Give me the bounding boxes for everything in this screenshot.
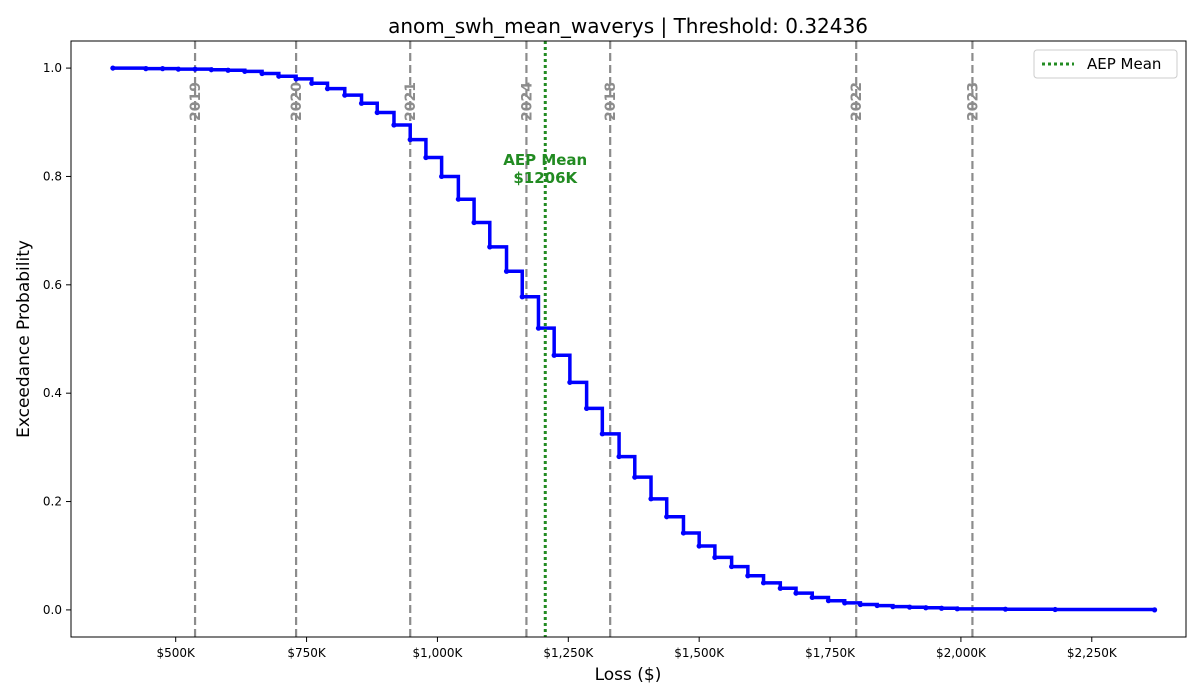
year-label-2023: 2023 [965, 82, 981, 121]
annotation-layer: AEP Mean$1206K [503, 151, 587, 187]
aep-mean-annotation-title: AEP Mean [503, 151, 587, 169]
data-point [907, 604, 913, 610]
data-point [567, 379, 573, 385]
x-tick-label: $2,000K [936, 646, 987, 660]
x-tick-label: $2,250K [1067, 646, 1118, 660]
series-line [112, 66, 1157, 612]
data-point [293, 76, 299, 82]
chart-title: anom_swh_mean_waverys | Threshold: 0.324… [388, 14, 868, 38]
data-point [648, 496, 654, 502]
y-tick-label: 0.0 [43, 603, 62, 617]
data-point [712, 554, 718, 560]
data-point [793, 590, 799, 596]
year-label-2018: 2018 [603, 82, 619, 121]
year-lines-layer: 2019 2020 2021 2024 2018 2022 2023 [188, 41, 981, 637]
y-tick-label: 1.0 [43, 61, 62, 75]
x-axis-title: Loss ($) [595, 665, 662, 685]
y-tick-label: 0.4 [43, 386, 62, 400]
data-point [471, 219, 477, 226]
data-point [342, 92, 348, 98]
data-point [760, 580, 767, 586]
legend: AEP Mean [1033, 49, 1178, 79]
year-label-2024: 2024 [519, 82, 535, 121]
data-point [455, 196, 461, 202]
data-point [358, 100, 365, 106]
year-label-2022: 2022 [849, 82, 865, 121]
data-point [825, 598, 832, 604]
data-point [923, 605, 929, 611]
data-point [519, 294, 525, 300]
data-point [160, 66, 166, 72]
y-tick-label: 0.2 [43, 495, 62, 509]
x-tick-label: $1,750K [805, 646, 856, 660]
data-point [745, 573, 751, 579]
plot-frame [70, 40, 1187, 638]
data-point [954, 606, 960, 612]
data-point [535, 325, 542, 331]
data-point [242, 68, 248, 74]
data-point [423, 154, 429, 161]
data-point [696, 543, 702, 549]
data-point [890, 604, 896, 610]
x-tick-label: $750K [287, 646, 327, 660]
year-label-2021: 2021 [403, 82, 419, 121]
data-point [777, 585, 783, 591]
data-point [143, 66, 149, 72]
aep-mean-annotation-value: $1206K [513, 169, 578, 187]
x-tick-label: $1,250K [543, 646, 594, 660]
year-label-2020: 2020 [289, 82, 305, 121]
series-layer [110, 65, 1158, 613]
data-point [175, 66, 181, 72]
y-axis-title: Exceedance Probability [14, 240, 34, 438]
x-tick-label: $500K [156, 646, 196, 660]
data-point [208, 67, 214, 73]
data-point [192, 66, 198, 72]
legend-label-aep-mean: AEP Mean [1087, 55, 1161, 73]
x-tick-label: $1,500K [674, 646, 725, 660]
data-point [439, 173, 445, 180]
data-point [842, 600, 848, 606]
legend-box [1033, 49, 1178, 79]
data-point [874, 602, 880, 609]
year-label-2019: 2019 [188, 82, 204, 121]
data-point [680, 530, 687, 536]
data-point [374, 109, 380, 116]
x-tick-label: $1,000K [413, 646, 464, 660]
data-point [857, 601, 863, 608]
data-point [391, 122, 397, 128]
data-point [616, 453, 622, 460]
data-point [1052, 606, 1058, 613]
data-point [584, 405, 590, 411]
y-tick-label: 0.8 [43, 169, 62, 183]
data-point [664, 514, 670, 520]
data-point [487, 244, 493, 250]
data-point [407, 137, 413, 143]
data-point [599, 431, 605, 437]
axes-layer: $500K $750K $1,000K $1,250K $1,500K $1,750K $2… [43, 61, 1118, 660]
data-point [309, 80, 315, 86]
data-point [632, 474, 638, 480]
data-point [551, 352, 557, 358]
data-point [225, 67, 231, 73]
data-point [324, 86, 331, 92]
data-point [1002, 606, 1009, 612]
data-point [276, 73, 282, 79]
data-point [110, 65, 116, 71]
y-tick-label: 0.6 [43, 278, 62, 292]
data-point [503, 268, 510, 274]
data-point [1151, 607, 1158, 613]
data-point [809, 594, 815, 601]
data-point [729, 563, 735, 570]
data-point [938, 605, 945, 611]
data-point [259, 70, 265, 77]
